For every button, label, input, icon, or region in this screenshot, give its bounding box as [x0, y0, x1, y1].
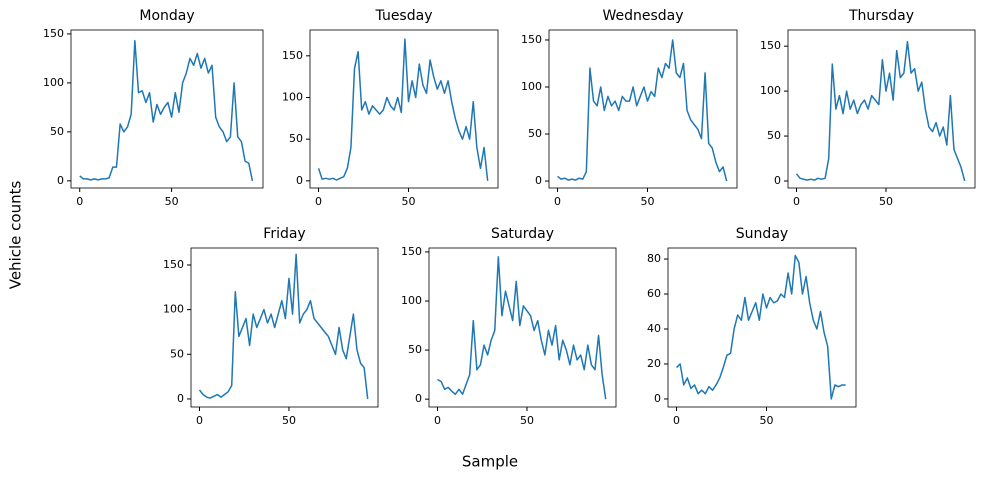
x-tick-label: 0	[76, 195, 83, 208]
y-tick-label: 150	[282, 49, 303, 62]
data-line	[198, 253, 369, 400]
axes-frame	[190, 247, 379, 408]
y-tick-label: 150	[43, 27, 64, 40]
y-tick-label: 50	[408, 343, 422, 356]
y-tick-label: 20	[647, 357, 661, 370]
y-tick-label: 0	[177, 392, 184, 405]
y-tick-label: 50	[528, 127, 542, 140]
data-line	[676, 254, 846, 400]
y-tick-label: 0	[535, 174, 542, 187]
subplot-title: Saturday	[491, 226, 554, 242]
y-tick-label: 0	[774, 174, 781, 187]
axes-frame	[70, 29, 264, 189]
y-tick-label: 0	[415, 392, 422, 405]
x-tick-label: 0	[554, 195, 561, 208]
x-tick-label: 50	[165, 195, 179, 208]
x-tick-label: 0	[434, 414, 441, 427]
data-line	[437, 256, 607, 400]
y-tick-label: 40	[647, 322, 661, 335]
y-tick-label: 150	[163, 258, 184, 271]
axes-frame	[309, 29, 499, 189]
axes-frame	[428, 247, 617, 408]
subplot-title: Tuesday	[375, 8, 433, 24]
axes-frame	[787, 29, 976, 189]
data-line	[557, 39, 728, 182]
x-tick-label: 0	[793, 195, 800, 208]
x-axis-label: Sample	[462, 453, 518, 471]
y-tick-label: 150	[760, 39, 781, 52]
y-tick-label: 100	[163, 303, 184, 316]
x-tick-label: 50	[759, 414, 773, 427]
x-tick-label: 0	[315, 195, 322, 208]
data-line	[795, 40, 966, 182]
subplot-title: Thursday	[848, 8, 914, 24]
y-tick-label: 0	[57, 174, 64, 187]
y-tick-label: 0	[296, 174, 303, 187]
x-tick-label: 0	[673, 414, 680, 427]
axes-frame	[667, 247, 857, 408]
y-axis-label: Vehicle counts	[7, 181, 25, 290]
data-line	[317, 38, 489, 181]
x-tick-label: 50	[520, 414, 534, 427]
x-tick-label: 50	[879, 195, 893, 208]
subplot-title: Friday	[263, 226, 305, 242]
y-tick-label: 100	[282, 91, 303, 104]
y-tick-label: 50	[50, 125, 64, 138]
subplot-title: Monday	[139, 8, 194, 24]
x-tick-label: 50	[401, 195, 415, 208]
x-tick-label: 50	[282, 414, 296, 427]
y-tick-label: 50	[170, 347, 184, 360]
y-tick-label: 50	[767, 129, 781, 142]
y-tick-label: 100	[521, 80, 542, 93]
x-tick-label: 50	[640, 195, 654, 208]
y-tick-label: 60	[647, 287, 661, 300]
y-tick-label: 100	[43, 76, 64, 89]
axes-frame	[548, 29, 738, 189]
subplot-title: Sunday	[736, 226, 788, 242]
y-tick-label: 0	[654, 392, 661, 405]
data-line	[79, 40, 254, 182]
x-tick-label: 0	[196, 414, 203, 427]
y-tick-label: 80	[647, 252, 661, 265]
y-tick-label: 150	[521, 33, 542, 46]
y-tick-label: 100	[760, 84, 781, 97]
y-tick-label: 50	[289, 132, 303, 145]
y-tick-label: 150	[401, 245, 422, 258]
y-tick-label: 100	[401, 294, 422, 307]
subplot-title: Wednesday	[602, 8, 683, 24]
